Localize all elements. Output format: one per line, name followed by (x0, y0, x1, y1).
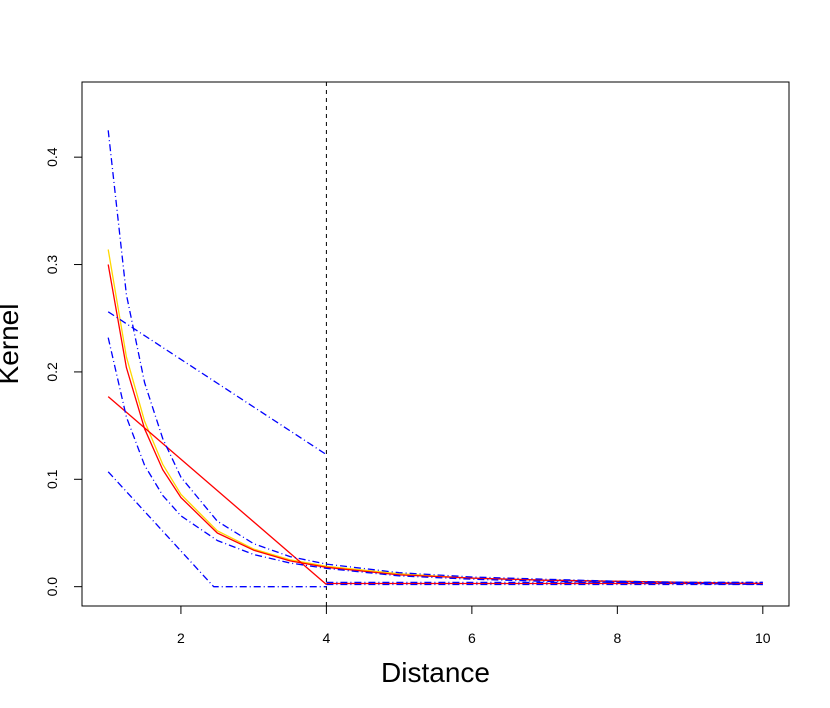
series-line-2 (107, 396, 327, 585)
y-tick-label: 0.4 (44, 147, 60, 167)
y-axis: 0.0 0.1 0.2 0.3 0.4 (44, 147, 83, 597)
x-tick-label: 2 (177, 630, 185, 646)
series-line-4 (107, 130, 763, 584)
series-line-6 (107, 311, 327, 456)
y-tick-label: 0.0 (44, 577, 60, 597)
y-tick-label: 0.3 (44, 255, 60, 275)
x-tick-label: 10 (755, 630, 771, 646)
x-tick-label: 8 (613, 630, 621, 646)
y-axis-title: Kernel (0, 304, 24, 385)
plot-area (107, 82, 763, 606)
x-axis-title: Distance (381, 657, 490, 688)
x-tick-label: 6 (468, 630, 476, 646)
series-line-5 (107, 337, 763, 586)
series-line-7 (107, 471, 327, 588)
plot-frame (81, 81, 790, 607)
x-tick-label: 4 (322, 630, 330, 646)
series-line-1 (107, 264, 763, 585)
y-tick-label: 0.2 (44, 362, 60, 382)
y-tick-label: 0.1 (44, 469, 60, 489)
x-axis: 2 4 6 8 10 (177, 605, 771, 646)
